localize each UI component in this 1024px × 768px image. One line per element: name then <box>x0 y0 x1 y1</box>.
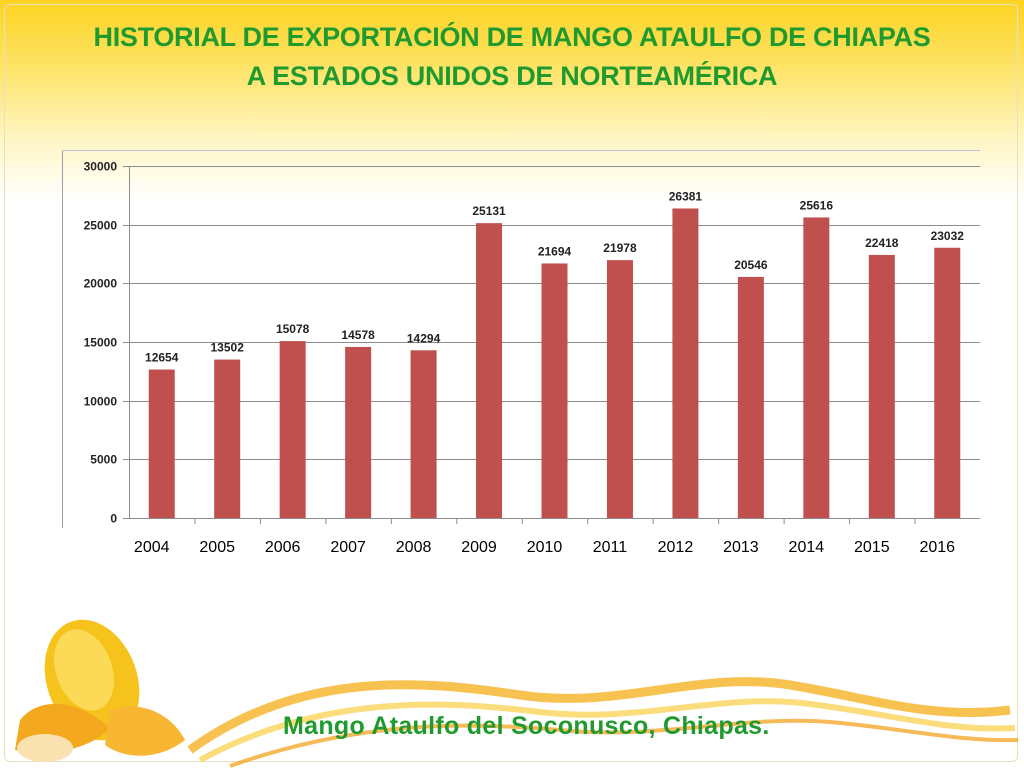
chart-svg: 0 5000 10000 15000 20000 25000 30000 12654 2004 1… <box>62 150 981 556</box>
data-label: 22418 <box>865 236 899 250</box>
x-tick-label: 2007 <box>330 539 366 556</box>
data-label: 12654 <box>145 351 179 365</box>
bar-chart: 0 5000 10000 15000 20000 25000 30000 12654 2004 1… <box>62 150 981 560</box>
bar <box>803 217 830 518</box>
y-tick-label: 20000 <box>84 277 118 291</box>
data-label: 21694 <box>538 244 572 258</box>
data-label: 13502 <box>211 341 245 355</box>
bar <box>476 223 503 518</box>
x-tick-label: 2010 <box>527 539 563 556</box>
bar <box>279 341 306 518</box>
footer-caption: Mango Ataulfo del Soconusco, Chiapas. <box>283 712 770 740</box>
data-label: 25131 <box>472 204 506 218</box>
data-label: 14578 <box>341 328 375 342</box>
x-tick-label: 2009 <box>461 539 497 556</box>
y-tick-label: 0 <box>110 512 117 526</box>
x-tick-label: 2013 <box>723 539 759 556</box>
bar <box>672 208 699 518</box>
data-label: 25616 <box>800 198 834 212</box>
bar <box>214 359 241 518</box>
x-tick-label: 2016 <box>919 539 955 556</box>
data-label: 23032 <box>931 229 965 243</box>
x-tick-label: 2012 <box>658 539 694 556</box>
x-tick-label: 2011 <box>593 539 628 556</box>
bar <box>934 247 961 518</box>
data-label: 14294 <box>407 331 441 345</box>
data-label: 15078 <box>276 322 310 336</box>
y-tick-label: 30000 <box>84 160 118 174</box>
bar <box>606 260 633 518</box>
x-tick-label: 2004 <box>134 539 170 556</box>
slide-title: HISTORIAL DE EXPORTACIÓN DE MANGO ATAULF… <box>20 18 1004 96</box>
mango-decoration <box>15 619 1019 768</box>
y-tick-label: 25000 <box>84 219 118 233</box>
bar <box>737 276 764 518</box>
x-tick-label: 2008 <box>396 539 432 556</box>
data-label: 26381 <box>669 189 703 203</box>
title-line-1: HISTORIAL DE EXPORTACIÓN DE MANGO ATAULF… <box>93 22 931 52</box>
data-label: 21978 <box>603 241 637 255</box>
slide-frame <box>4 4 1018 762</box>
y-tick-label: 10000 <box>84 395 118 409</box>
bar <box>345 346 372 518</box>
x-tick-label: 2014 <box>789 539 825 556</box>
x-tick-label: 2015 <box>854 539 890 556</box>
bar <box>410 350 437 518</box>
bar <box>148 369 175 518</box>
title-line-2: A ESTADOS UNIDOS DE NORTEAMÉRICA <box>246 61 778 91</box>
y-tick-label: 5000 <box>90 453 117 467</box>
y-tick-label: 15000 <box>84 336 118 350</box>
data-label: 20546 <box>734 258 768 272</box>
x-tick-label: 2005 <box>199 539 235 556</box>
bar <box>541 263 568 518</box>
bar <box>868 254 895 518</box>
x-tick-label: 2006 <box>265 539 301 556</box>
